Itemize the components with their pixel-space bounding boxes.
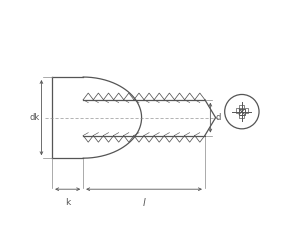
Text: k: k <box>65 198 70 207</box>
Text: dk: dk <box>30 113 40 122</box>
Bar <box>239 115 244 118</box>
Text: d: d <box>216 113 221 122</box>
Text: l: l <box>143 198 145 208</box>
Bar <box>236 108 239 113</box>
Bar <box>245 108 248 113</box>
Bar <box>239 105 244 108</box>
